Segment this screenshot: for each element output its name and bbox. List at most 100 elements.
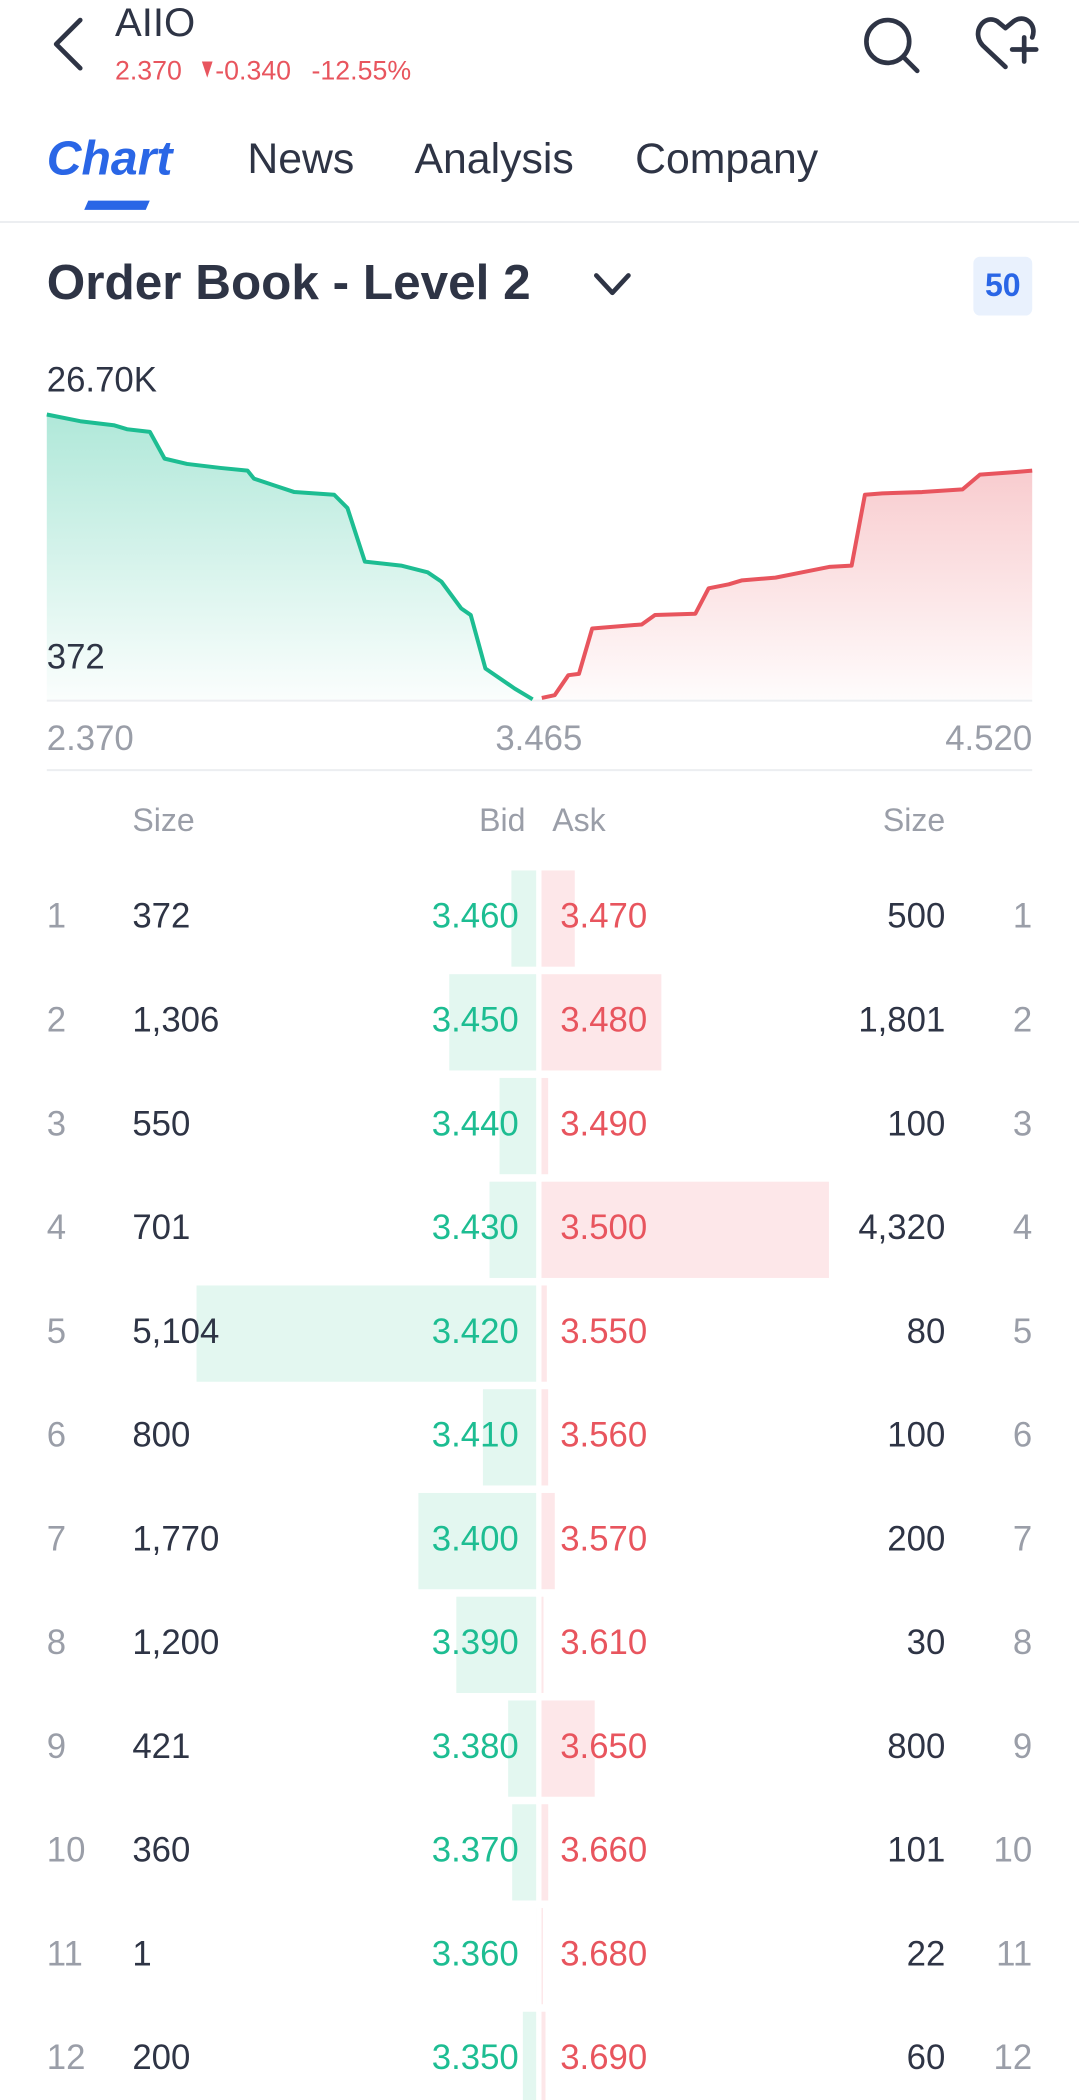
- ask-bar: [541, 1596, 544, 1693]
- level: 2: [1013, 1002, 1032, 1040]
- level: 4: [1013, 1209, 1032, 1247]
- level: 8: [1013, 1624, 1032, 1662]
- level: 7: [1013, 1520, 1032, 1558]
- ask-bar: [541, 974, 662, 1071]
- bid-price: 3.360: [432, 1935, 519, 1973]
- down-arrow: [201, 61, 213, 78]
- dropdown[interactable]: [593, 273, 631, 296]
- x-label: 3.465: [495, 720, 582, 758]
- bid-size: 360: [132, 1832, 190, 1870]
- bid-bar: [508, 1700, 537, 1797]
- ask-bar: [541, 1700, 595, 1797]
- level: 9: [47, 1728, 66, 1766]
- ask-size: 101: [887, 1832, 945, 1870]
- ask-price: 3.500: [560, 1209, 647, 1247]
- level: 1: [1013, 898, 1032, 936]
- level: 2: [47, 1002, 66, 1040]
- column-header: Bid: [479, 802, 525, 838]
- bid-price: 3.420: [432, 1313, 519, 1351]
- level: 12: [994, 2039, 1033, 2077]
- bid-bar: [196, 1285, 537, 1382]
- tab-indicator: [84, 200, 150, 210]
- asks-area: [541, 470, 1033, 700]
- tab[interactable]: Chart: [47, 132, 175, 186]
- level: 5: [1013, 1313, 1032, 1351]
- depth-badge-label: 50: [985, 267, 1021, 303]
- ask-price: 3.560: [560, 1417, 647, 1455]
- ask-price: 3.680: [560, 1935, 647, 1973]
- ask-price: 3.550: [560, 1313, 647, 1351]
- ask-size: 800: [887, 1728, 945, 1766]
- x-label: 4.520: [945, 720, 1032, 758]
- column-header: Size: [132, 802, 194, 838]
- bid-price: 3.350: [432, 2039, 519, 2077]
- bids-line: [46, 412, 534, 702]
- column-header: Size: [883, 802, 945, 838]
- price: 2.370: [115, 55, 182, 85]
- bid-bar: [482, 1389, 537, 1486]
- level: 6: [1013, 1417, 1032, 1455]
- bid-size: 701: [132, 1209, 190, 1247]
- bid-size: 1,306: [132, 1002, 219, 1040]
- ask-size: 1,801: [858, 1002, 945, 1040]
- level: 5: [47, 1313, 66, 1351]
- bid-size: 421: [132, 1728, 190, 1766]
- tab[interactable]: Analysis: [414, 135, 573, 183]
- depth-badge[interactable]: [973, 256, 1033, 316]
- bid-size: 1,200: [132, 1624, 219, 1662]
- ask-price: 3.690: [560, 2039, 647, 2077]
- ask-size: 4,320: [858, 1209, 945, 1247]
- level: 7: [47, 1520, 66, 1558]
- bid-price: 3.380: [432, 1728, 519, 1766]
- bid-price: 3.410: [432, 1417, 519, 1455]
- ask-bar: [541, 1907, 543, 2005]
- change: -0.340: [215, 55, 291, 85]
- level: 4: [47, 1209, 66, 1247]
- ask-bar: [541, 1389, 549, 1486]
- level: 3: [47, 1105, 66, 1143]
- bid-price: 3.440: [432, 1105, 519, 1143]
- search-button[interactable]: [864, 17, 920, 74]
- bid-size: 200: [132, 2039, 190, 2077]
- tab[interactable]: News: [247, 135, 354, 183]
- level: 8: [47, 1624, 66, 1662]
- level: 9: [1013, 1728, 1032, 1766]
- ask-size: 30: [907, 1624, 946, 1662]
- watchlist-button[interactable]: [975, 16, 1039, 70]
- level: 1: [47, 898, 66, 936]
- level: 6: [47, 1417, 66, 1455]
- level: 10: [994, 1832, 1033, 1870]
- y-label: 372: [47, 638, 105, 676]
- bid-bar: [511, 870, 537, 967]
- ask-bar: [541, 2011, 546, 2100]
- ask-size: 80: [907, 1313, 946, 1351]
- bid-size: 1: [132, 1935, 151, 1973]
- ask-price: 3.570: [560, 1520, 647, 1558]
- bid-bar: [489, 1181, 537, 1278]
- level: 3: [1013, 1105, 1032, 1143]
- bid-size: 5,104: [132, 1313, 219, 1351]
- ask-price: 3.660: [560, 1832, 647, 1870]
- column-header: Ask: [552, 802, 606, 838]
- bid-bar: [499, 1077, 537, 1175]
- ask-price: 3.490: [560, 1105, 647, 1143]
- bid-price: 3.400: [432, 1520, 519, 1558]
- bid-bar: [456, 1596, 537, 1693]
- ask-size: 100: [887, 1417, 945, 1455]
- tab[interactable]: Company: [635, 135, 819, 183]
- ask-price: 3.480: [560, 1002, 647, 1040]
- ask-size: 500: [887, 898, 945, 936]
- level: 12: [47, 2039, 86, 2077]
- ask-bar: [541, 1804, 549, 1901]
- bid-bar: [418, 1492, 537, 1590]
- back-button[interactable]: [53, 17, 83, 71]
- bid-price: 3.390: [432, 1624, 519, 1662]
- bid-price: 3.370: [432, 1832, 519, 1870]
- x-label: 2.370: [47, 720, 134, 758]
- ask-bar: [541, 870, 575, 967]
- ask-price: 3.470: [560, 898, 647, 936]
- ask-bar: [541, 1181, 829, 1278]
- ask-size: 60: [907, 2039, 946, 2077]
- ask-size: 100: [887, 1105, 945, 1143]
